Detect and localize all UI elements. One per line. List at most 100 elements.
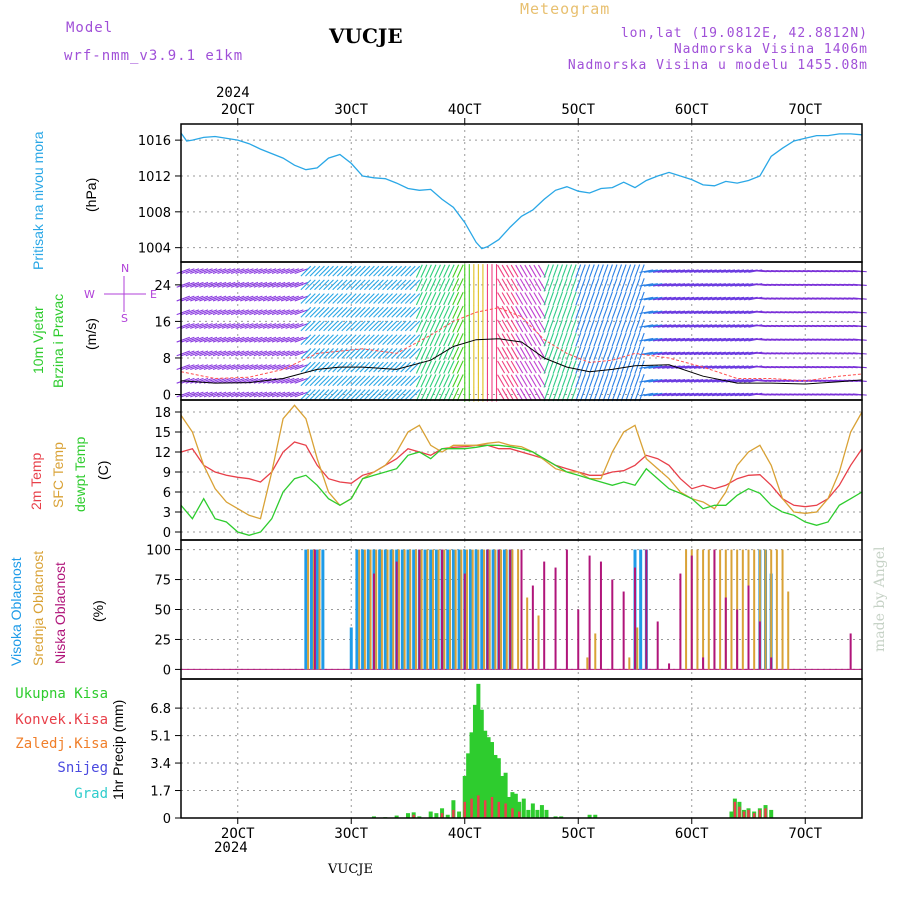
cloud-bar xyxy=(406,549,410,670)
wind-arrow xyxy=(332,293,343,304)
wind-arrow xyxy=(438,360,446,374)
wind-arrow xyxy=(368,279,380,291)
wind-arrow xyxy=(212,350,227,357)
cloud-bar xyxy=(565,549,568,670)
wind-arrow xyxy=(730,310,745,315)
wind-arrow xyxy=(510,388,519,401)
wind-arrow xyxy=(852,338,867,341)
wind-arrow xyxy=(276,295,290,302)
wind-arrow xyxy=(607,346,613,361)
wind-arrow xyxy=(327,265,339,277)
wind-arrow xyxy=(294,323,309,329)
wind-arrow xyxy=(634,332,641,347)
wind-arrow xyxy=(625,374,632,388)
wind-arrow xyxy=(716,351,731,356)
wind-arrow xyxy=(438,333,446,347)
cloud-bar xyxy=(685,549,688,670)
wind-arrow xyxy=(443,333,451,347)
wind-arrow xyxy=(593,291,600,306)
wind-arrow xyxy=(276,336,290,343)
cloud-bar xyxy=(451,549,455,670)
cloud-bar xyxy=(474,549,478,670)
wind-arrow xyxy=(598,374,604,388)
wind-arrow xyxy=(693,351,708,356)
wind-arrow xyxy=(271,377,286,384)
wind-arrow xyxy=(638,264,645,278)
wind-arrow xyxy=(675,392,690,397)
wind-arrow xyxy=(510,278,519,292)
wind-arrow xyxy=(698,392,713,397)
cloud-bar xyxy=(713,549,716,670)
wind-arrow xyxy=(429,305,437,319)
wind-arrow xyxy=(230,323,245,329)
wind-arrow xyxy=(262,281,277,288)
y-tick-label: 15 xyxy=(154,426,171,441)
wind-arrow xyxy=(611,305,618,320)
wind-arrow xyxy=(566,291,573,306)
wind-arrow xyxy=(548,264,554,278)
wind-arrow xyxy=(730,324,745,328)
wind-arrow xyxy=(629,346,636,361)
wind-arrow xyxy=(341,334,353,346)
wind-arrow xyxy=(497,292,506,305)
precip-bar xyxy=(587,814,592,818)
wind-arrow xyxy=(359,293,371,304)
wind-arrow xyxy=(561,332,568,347)
wind-arrow xyxy=(404,306,416,318)
wind-arrow xyxy=(332,265,343,277)
cloud-bar xyxy=(480,549,484,670)
wind-arrow xyxy=(305,334,316,346)
compass-north: N xyxy=(121,262,129,275)
cloud-bar xyxy=(375,549,378,670)
wind-arrow xyxy=(548,305,554,320)
wind-arrow xyxy=(309,348,321,359)
wind-arrow xyxy=(552,387,559,402)
wind-arrow xyxy=(314,306,325,318)
wind-arrow xyxy=(230,336,245,343)
wind-arrow xyxy=(533,319,542,333)
wind-arrow xyxy=(456,360,464,374)
panel-frame xyxy=(180,678,863,819)
precip-bar xyxy=(511,808,514,818)
wind-arrow xyxy=(611,319,618,333)
wind-arrow xyxy=(452,305,460,319)
cloud-bar xyxy=(389,549,393,670)
cloud-bar xyxy=(554,567,557,670)
wind-arrow xyxy=(666,392,681,397)
wind-arrow xyxy=(226,281,240,288)
wind-arrow xyxy=(602,291,609,306)
wind-arrow xyxy=(276,391,290,398)
wind-arrow xyxy=(221,350,236,357)
wind-arrow xyxy=(698,379,713,383)
cloud-bar xyxy=(315,549,319,670)
precip-bar xyxy=(417,816,422,818)
wind-arrow xyxy=(634,360,641,374)
wind-arrow xyxy=(698,269,713,273)
wind-arrow xyxy=(643,310,658,315)
wind-arrow xyxy=(341,320,353,332)
wind-arrow xyxy=(666,379,681,383)
wind-arrow xyxy=(588,291,595,306)
wind-arrow xyxy=(447,387,455,402)
wind-arrow xyxy=(199,281,213,288)
wind-arrow xyxy=(391,306,402,318)
wind-arrow xyxy=(318,279,330,291)
wind-arrow xyxy=(548,319,554,333)
precip-bar xyxy=(462,775,467,818)
wind-arrow xyxy=(368,389,380,400)
cloud-bar xyxy=(594,633,597,670)
wind-arrow xyxy=(305,361,316,373)
x-tick-label-bottom: 5OCT xyxy=(561,826,595,842)
y-tick-label: 8 xyxy=(163,352,171,367)
wind-arrow xyxy=(203,364,218,371)
wind-arrow xyxy=(420,319,428,333)
wind-arrow xyxy=(616,291,623,306)
wind-arrow xyxy=(456,346,464,360)
wind-arrow xyxy=(588,319,595,333)
wind-arrow xyxy=(734,365,749,369)
wind-arrow xyxy=(368,375,380,387)
wind-arrow xyxy=(570,278,577,292)
wind-arrow xyxy=(350,375,362,387)
wind-arrow xyxy=(570,374,577,388)
wind-arrow xyxy=(643,324,658,328)
